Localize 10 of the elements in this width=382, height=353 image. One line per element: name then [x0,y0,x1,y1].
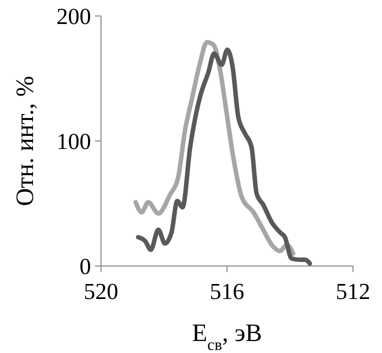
x-tick-label: 520 [84,279,118,304]
line-series [136,48,312,266]
line-series [133,40,296,256]
y-tick-label: 200 [56,4,91,30]
y-tick-label: 0 [80,254,91,280]
x-axis-title: E$_{св}$, эВ [192,320,262,353]
x-tick-label: 512 [336,279,370,304]
x-tick-label: 516 [210,279,244,304]
y-axis-title: Отн. инт., % [12,76,39,206]
y-tick-label: 100 [56,129,91,154]
